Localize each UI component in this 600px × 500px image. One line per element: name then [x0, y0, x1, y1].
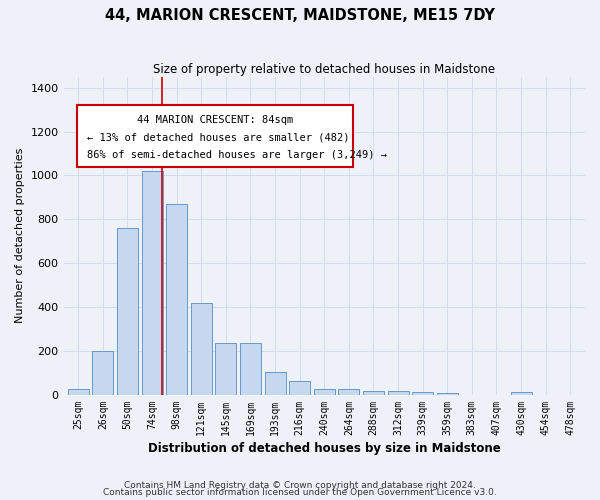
Bar — [265, 372, 286, 395]
Bar — [117, 228, 138, 395]
Bar — [363, 390, 384, 395]
Text: Contains HM Land Registry data © Crown copyright and database right 2024.: Contains HM Land Registry data © Crown c… — [124, 480, 476, 490]
Bar — [338, 390, 359, 395]
Text: 44, MARION CRESCENT, MAIDSTONE, ME15 7DY: 44, MARION CRESCENT, MAIDSTONE, ME15 7DY — [105, 8, 495, 22]
Bar — [412, 392, 433, 395]
Text: 86% of semi-detached houses are larger (3,249) →: 86% of semi-detached houses are larger (… — [87, 150, 387, 160]
X-axis label: Distribution of detached houses by size in Maidstone: Distribution of detached houses by size … — [148, 442, 500, 455]
Text: 44 MARION CRESCENT: 84sqm: 44 MARION CRESCENT: 84sqm — [137, 115, 293, 125]
Bar — [215, 344, 236, 395]
Bar — [92, 351, 113, 395]
Title: Size of property relative to detached houses in Maidstone: Size of property relative to detached ho… — [153, 62, 496, 76]
Bar — [511, 392, 532, 395]
Bar — [68, 390, 89, 395]
Bar — [191, 303, 212, 395]
Bar — [437, 392, 458, 395]
Bar — [240, 344, 261, 395]
Text: ← 13% of detached houses are smaller (482): ← 13% of detached houses are smaller (48… — [87, 132, 350, 142]
Y-axis label: Number of detached properties: Number of detached properties — [15, 148, 25, 324]
FancyBboxPatch shape — [77, 106, 353, 168]
Bar — [142, 171, 163, 395]
Bar — [314, 390, 335, 395]
Bar — [166, 204, 187, 395]
Text: Contains public sector information licensed under the Open Government Licence v3: Contains public sector information licen… — [103, 488, 497, 497]
Bar — [289, 380, 310, 395]
Bar — [388, 390, 409, 395]
